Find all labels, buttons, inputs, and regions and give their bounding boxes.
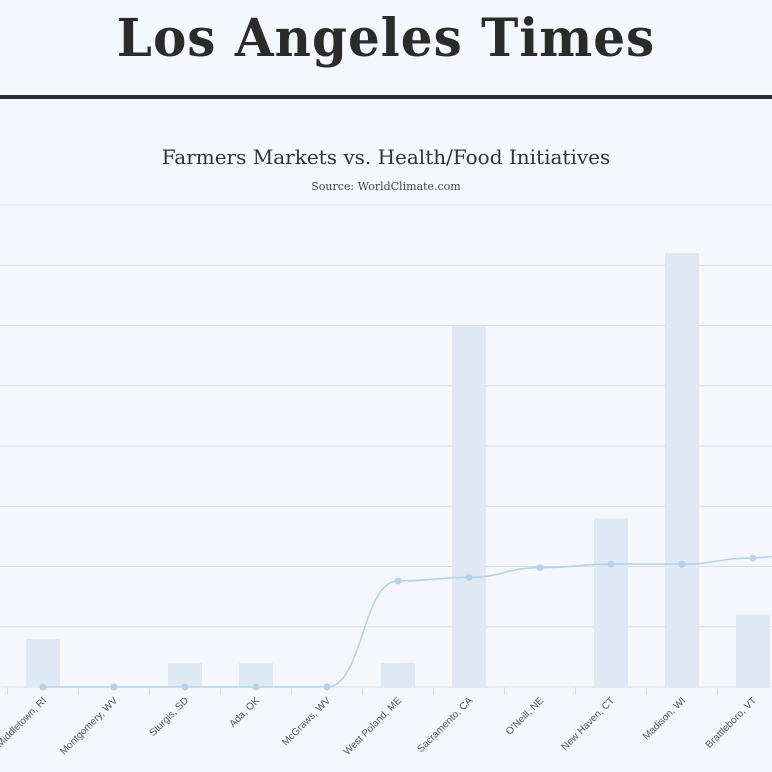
bar-2[interactable] [168, 662, 202, 687]
bar-3[interactable] [239, 662, 273, 687]
x-axis-label: Madison, WI [641, 695, 688, 742]
x-axis-label: Brattleboro, VT [704, 695, 759, 750]
chart-subtitle: Source: WorldClimate.com [311, 180, 461, 193]
masthead: Los Angeles Times [0, 0, 772, 96]
line-point-7[interactable] [536, 564, 544, 572]
line-series-path [43, 555, 772, 688]
bar-8[interactable] [594, 518, 628, 687]
line-point-9[interactable] [678, 560, 686, 568]
line-point-0[interactable] [39, 683, 47, 691]
x-axis-label: Sacramento, CA [415, 695, 475, 755]
chart-gridlines [0, 204, 772, 695]
line-point-8[interactable] [607, 560, 615, 568]
x-axis-label: O'Neill, NE [504, 695, 546, 737]
line-point-10[interactable] [749, 554, 757, 562]
line-point-5[interactable] [394, 577, 402, 585]
line-point-2[interactable] [181, 683, 189, 691]
masthead-divider [0, 95, 772, 99]
bar-0[interactable] [26, 638, 60, 687]
x-axis-label: New Haven, CT [559, 695, 617, 753]
bar-10[interactable] [736, 614, 770, 687]
x-axis-label: Sturgis, SD [148, 695, 192, 739]
bar-5[interactable] [381, 662, 415, 687]
x-axis-label: Ada, OK [228, 695, 263, 730]
line-point-3[interactable] [252, 683, 260, 691]
x-axis-labels: Middletown, RI Montgomery, WV Sturgis, SD A… [0, 695, 759, 758]
chart-title: Farmers Markets vs. Health/Food Initiati… [161, 145, 611, 169]
chart-line-series [39, 554, 772, 691]
x-axis-label: West Poland, ME [342, 695, 405, 758]
x-axis-label: Middletown, RI [0, 695, 49, 750]
line-point-6[interactable] [465, 573, 473, 581]
line-point-4[interactable] [323, 683, 331, 691]
newspaper-logo: Los Angeles Times [116, 6, 656, 69]
line-point-1[interactable] [110, 683, 118, 691]
x-axis-label: Montgomery, WV [58, 695, 120, 757]
x-axis-label: McGraws, WV [280, 695, 333, 748]
chart-bars [26, 253, 770, 687]
bar-9[interactable] [665, 253, 699, 687]
bar-6[interactable] [452, 325, 486, 688]
